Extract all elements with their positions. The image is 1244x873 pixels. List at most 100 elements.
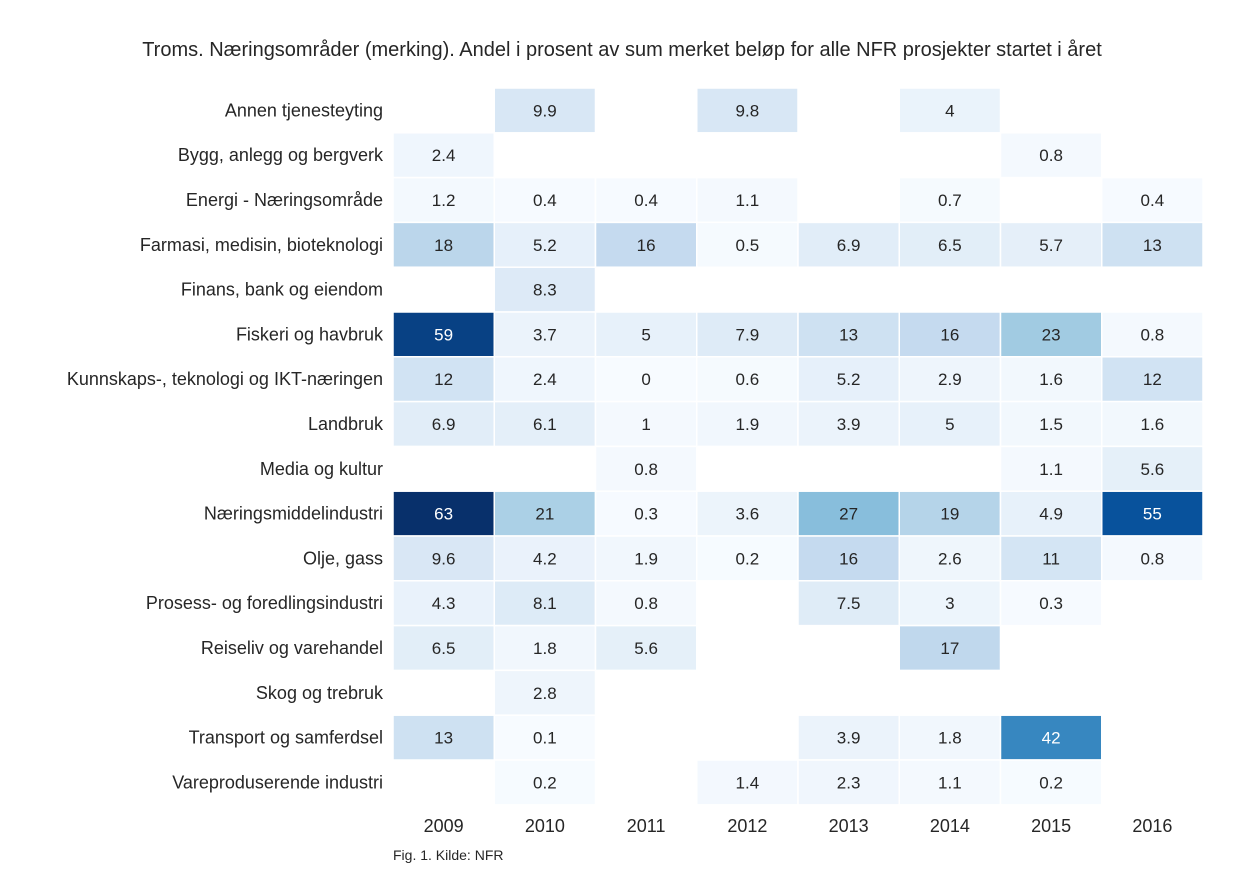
column-label-2009: 2009 [424,816,464,836]
cell-value-label: 6.5 [432,639,456,658]
cell-value-label: 16 [839,549,858,568]
heatmap-cell [594,221,698,268]
cell-value-label: 1.9 [736,415,760,434]
row-label-media-og-kultur: Media og kultur [260,459,383,479]
cell-value-label: 7.9 [736,325,760,344]
cell-value-label: 0.8 [1141,325,1165,344]
cell-value-label: 55 [1143,505,1162,524]
heatmap-cell [594,490,698,537]
row-label-skog-og-trebruk: Skog og trebruk [256,683,384,703]
cell-value-label: 5.6 [634,639,658,658]
cell-value-label: 0.8 [1141,549,1165,568]
cell-value-label: 1 [641,415,650,434]
cell-value-label: 5.7 [1039,236,1063,255]
cell-value-label: 2.4 [533,370,557,389]
heatmap-cell [493,87,597,134]
heatmap-cell [392,356,495,403]
column-label-2014: 2014 [930,816,970,836]
heatmap-cell [797,221,900,268]
heatmap-cell [392,132,495,179]
cell-value-label: 4.2 [533,549,557,568]
heatmap-cell [696,490,799,537]
cell-value-label: 2.8 [533,684,557,703]
heatmap-cell [1101,490,1204,537]
cell-value-label: 0.8 [634,460,658,479]
cell-value-label: 0.2 [1039,773,1063,792]
cell-value-label: 9.8 [736,101,760,120]
cell-value-label: 0.8 [1039,146,1063,165]
cell-value-label: 3 [945,594,954,613]
row-label-prosess-og-foredlingsindustri: Prosess- og foredlingsindustri [146,593,383,613]
cell-value-label: 18 [434,236,453,255]
heatmap-cell [898,221,1002,268]
row-label-annen-tjenesteyting: Annen tjenesteyting [225,100,383,120]
row-label-reiseliv-og-varehandel: Reiseliv og varehandel [201,638,383,658]
cell-value-label: 5.6 [1141,460,1165,479]
cell-value-label: 13 [434,729,453,748]
row-label-naeringsmiddelindustri: Næringsmiddelindustri [204,504,383,524]
cell-value-label: 5.2 [837,370,861,389]
row-label-fiskeri-og-havbruk: Fiskeri og havbruk [236,324,384,344]
cell-value-label: 0.5 [736,236,760,255]
heatmap-cell [999,445,1103,492]
cell-value-label: 16 [637,236,656,255]
heatmap-cell [493,490,597,537]
heatmap-cell [594,311,698,358]
column-labels: 2009 2010 2011 2012 2013 2014 2015 2016 [424,816,1173,836]
cell-value-label: 0.3 [1039,594,1063,613]
cell-value-label: 27 [839,505,858,524]
figure-caption: Fig. 1. Kilde: NFR [393,847,503,863]
cell-value-label: 0.4 [1141,191,1165,210]
cell-value-label: 4 [945,101,954,120]
row-label-energi-naeringsomrade: Energi - Næringsområde [186,190,383,210]
heatmap-cell [594,356,698,403]
heatmap-cell [898,580,1002,627]
cell-value-label: 5 [641,325,650,344]
heatmap-cell [1101,176,1204,224]
heatmap-cell [493,400,597,448]
row-label-farmasi-medisin-bioteknologi: Farmasi, medisin, bioteknologi [140,235,383,255]
column-label-2010: 2010 [525,816,565,836]
cell-value-label: 0.2 [736,549,760,568]
cell-value-label: 0.7 [938,191,962,210]
cell-value-label: 3.9 [837,729,861,748]
heatmap-cell [1101,221,1204,268]
heatmap-cell [898,490,1002,537]
cell-value-label: 23 [1042,325,1061,344]
row-label-olje-gass: Olje, gass [303,548,383,568]
cell-value-label: 0.1 [533,729,557,748]
cell-value-label: 0.4 [533,191,557,210]
cell-value-label: 1.1 [1039,460,1063,479]
heatmap-cell [797,400,900,448]
heatmap-cell [392,221,495,268]
cell-value-label: 3.9 [837,415,861,434]
heatmap-cell [797,580,900,627]
cell-value-label: 1.6 [1141,415,1165,434]
cell-value-label: 5 [945,415,954,434]
column-label-2015: 2015 [1031,816,1071,836]
cell-value-label: 1.4 [736,773,760,792]
heatmap-cell [999,132,1103,179]
cell-value-label: 9.9 [533,101,557,120]
heatmap-cell [696,759,799,806]
heatmap-cell [1101,445,1204,492]
cell-value-label: 13 [1143,236,1162,255]
heatmap-cell [392,535,495,582]
cell-value-label: 1.6 [1039,370,1063,389]
row-label-bygg-anlegg-og-bergverk: Bygg, anlegg og bergverk [178,145,384,165]
heatmap-cells: 9.9 9.8 4 2.4 0.8 1.2 0.4 0.4 1.1 0.7 0.4 18 5.2 16 0.… [392,87,1204,806]
heatmap-cell [898,176,1002,224]
row-label-kunnskaps-teknologi-og-ikt-naeringen: Kunnskaps-, teknologi og IKT-næringen [67,369,383,389]
cell-value-label: 1.2 [432,191,456,210]
heatmap-cell [392,714,495,761]
cell-value-label: 11 [1042,549,1060,568]
heatmap-cell [1101,535,1204,582]
cell-value-label: 4.9 [1039,505,1063,524]
cell-value-label: 63 [434,505,453,524]
cell-value-label: 12 [434,370,453,389]
heatmap-cell [594,445,698,492]
cell-value-label: 12 [1143,370,1162,389]
heatmap-cell [493,311,597,358]
cell-value-label: 5.2 [533,236,557,255]
row-label-transport-og-samferdsel: Transport og samferdsel [189,728,383,748]
